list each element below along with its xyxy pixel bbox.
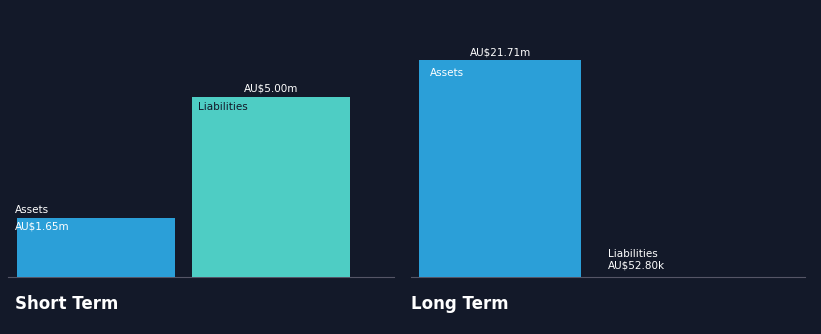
Text: AU$1.65m: AU$1.65m (16, 222, 70, 232)
Text: Short Term: Short Term (16, 295, 118, 313)
Bar (192, 97, 351, 277)
Text: AU$21.71m: AU$21.71m (470, 47, 530, 57)
Text: AU$5.00m: AU$5.00m (244, 84, 299, 94)
Text: Liabilities: Liabilities (198, 102, 247, 112)
Text: Liabilities: Liabilities (608, 248, 658, 259)
Text: AU$52.80k: AU$52.80k (608, 261, 665, 271)
Bar (17, 218, 175, 277)
Text: Long Term: Long Term (410, 295, 508, 313)
Text: Assets: Assets (430, 67, 465, 77)
Bar (420, 59, 580, 277)
Text: Assets: Assets (16, 205, 49, 215)
